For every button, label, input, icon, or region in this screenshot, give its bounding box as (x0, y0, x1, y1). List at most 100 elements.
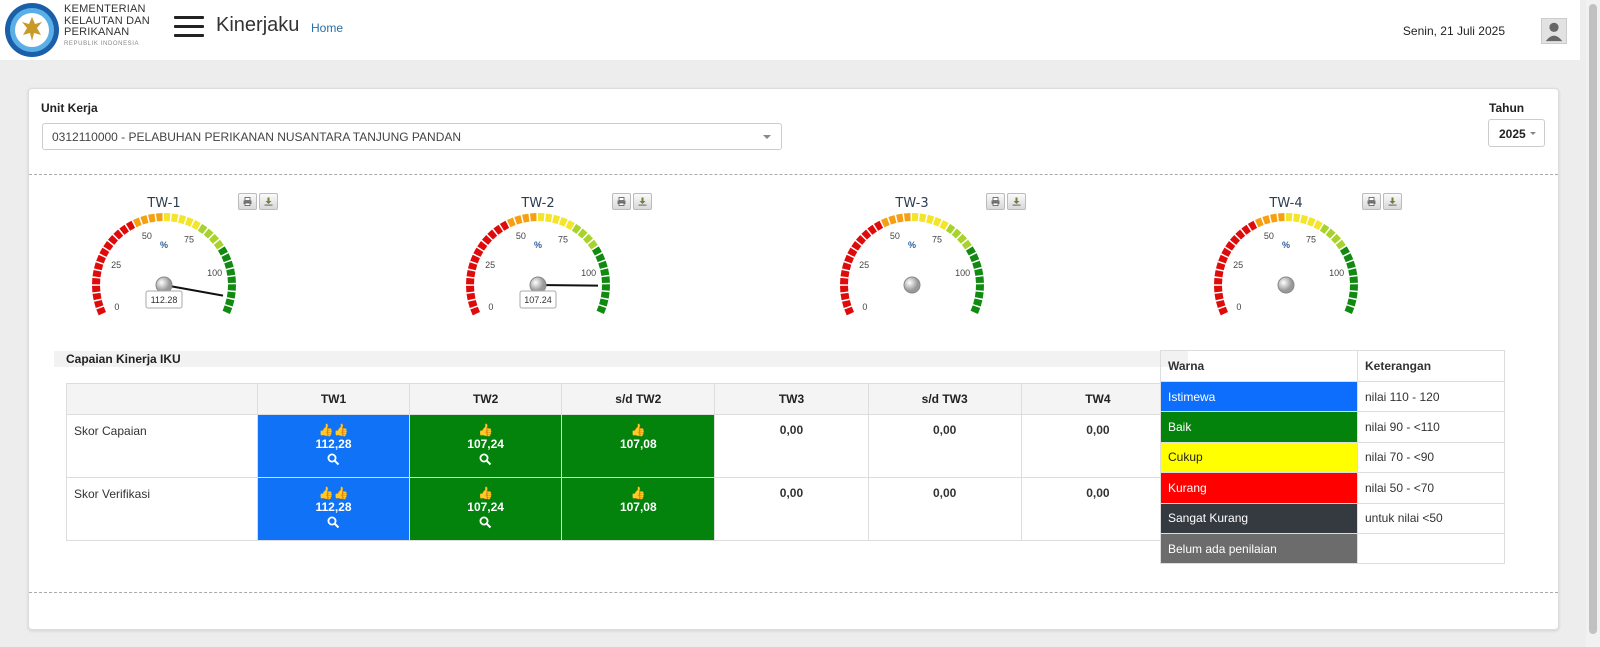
gauge-band-segment (961, 239, 972, 250)
gauge-band-segment (975, 284, 984, 291)
gauge-band-segment (1214, 285, 1223, 293)
legend-row: Sangat Kurang untuk nilai <50 (1160, 502, 1505, 534)
divider (29, 592, 1558, 593)
gauge-band-segment (840, 269, 850, 278)
gauge-tick-label: 0 (488, 302, 493, 312)
print-button[interactable] (1362, 193, 1381, 210)
legend-header-keterangan: Keterangan (1357, 350, 1505, 382)
gauge-band-segment (1348, 268, 1358, 276)
thumbs-up-icon: 👍 (630, 486, 646, 500)
gauge-tick-label: 25 (485, 260, 495, 270)
org-line-1: KEMENTERIAN (64, 3, 146, 15)
gauge-unit-label: % (908, 240, 916, 250)
org-line-3: PERIKANAN (64, 26, 130, 38)
gauge-band-segment (559, 216, 568, 227)
gauge-unit-label: % (534, 240, 542, 250)
score-value: 112,28 (315, 437, 352, 451)
gauge-tick-label: 50 (142, 231, 152, 241)
gauge-band-segment (125, 220, 136, 231)
score-value: 0,00 (932, 486, 957, 500)
gauge-band-segment (1270, 213, 1278, 223)
iku-column-header: s/d TW3 (867, 383, 1022, 415)
gauge-band-segment (487, 229, 498, 240)
gauge-band-segment (506, 217, 516, 228)
search-icon[interactable] (479, 453, 492, 466)
download-button[interactable] (1383, 193, 1402, 210)
gauge-band-segment (224, 260, 234, 269)
user-avatar-icon[interactable] (1541, 18, 1567, 44)
gauge-band-segment (1344, 305, 1355, 314)
current-date: Senin, 21 Juli 2025 (1402, 24, 1505, 38)
gauge-band-segment (600, 291, 610, 299)
legend-color-label: Istimewa (1160, 380, 1358, 413)
gauge-value-box (145, 290, 183, 309)
gauge-band-segment (93, 299, 104, 308)
gauge-band-segment (841, 262, 852, 271)
gauge-band-segment (957, 233, 968, 244)
gauge-band-segment (470, 254, 480, 264)
print-button[interactable] (238, 193, 257, 210)
gauge-band-segment (92, 269, 102, 278)
search-icon[interactable] (479, 516, 492, 529)
gauge-band-segment (226, 268, 236, 276)
gauge-band-segment (1215, 299, 1226, 308)
legend-description: untuk nilai <50 (1357, 502, 1505, 534)
gauge-tw-4: TW-4 0 25 50 75 100% (1191, 193, 1441, 323)
search-icon[interactable] (327, 516, 340, 529)
gauge-value-label: 112.28 (151, 295, 178, 305)
gauge-tw-2: TW-2 0 25 50 75 100% 107.24 (443, 193, 693, 323)
score-value: 0,00 (779, 423, 804, 437)
legend-row: Istimewa nilai 110 - 120 (1160, 380, 1505, 413)
search-icon[interactable] (327, 453, 340, 466)
tahun-select[interactable]: 2025 (1488, 119, 1545, 147)
gauge-band-segment (221, 253, 232, 263)
iku-column-header: TW4 (1020, 383, 1176, 415)
score-cell: 0,00 (1020, 477, 1176, 541)
gauge-band-segment (467, 299, 478, 308)
unit-kerja-select[interactable]: 0312110000 - PELABUHAN PERIKANAN NUSANTA… (42, 123, 782, 150)
gauge-band-segment (974, 268, 984, 276)
gauge-tick-label: 50 (890, 231, 900, 241)
gauge-band-segment (213, 239, 224, 250)
legend-row: Belum ada penilaian (1160, 532, 1505, 565)
gauge-band-segment (197, 223, 208, 234)
org-subtitle: REPUBLIK INDONESIA (64, 40, 140, 47)
download-icon (264, 197, 273, 206)
gauge-band-segment (1254, 217, 1264, 228)
thumbs-up-icon: 👍👍 (318, 423, 349, 437)
download-button[interactable] (1007, 193, 1026, 210)
top-navbar: KEMENTERIAN KELAUTAN DAN PERIKANAN REPUB… (0, 0, 1580, 60)
print-button[interactable] (612, 193, 631, 210)
gauge-tw-3: TW-3 0 25 50 75 100% (817, 193, 1067, 323)
download-button[interactable] (259, 193, 278, 210)
gauge-band-segment (1225, 241, 1236, 251)
gauge-band-segment (522, 213, 530, 223)
gauge-band-segment (844, 254, 854, 264)
score-cell: 👍👍 112,28 (256, 477, 411, 541)
scrollbar-thumb[interactable] (1589, 4, 1597, 634)
gauge-band-segment (601, 276, 610, 283)
gauge-band-segment (855, 234, 866, 245)
menu-toggle-icon[interactable] (174, 16, 204, 38)
gauge-band-segment (514, 215, 523, 225)
gauge-tick-label: 50 (516, 231, 526, 241)
thumbs-up-icon: 👍👍 (318, 486, 349, 500)
kkp-logo (5, 3, 59, 57)
gauge-band-segment (867, 224, 877, 235)
chevron-down-icon (763, 135, 771, 139)
row-label: Skor Capaian (66, 414, 258, 478)
print-button[interactable] (986, 193, 1005, 210)
page-scrollbar[interactable] (1586, 0, 1600, 647)
gauge-band-segment (1307, 216, 1316, 227)
home-link[interactable]: Home (311, 21, 344, 35)
legend-header-row: Warna Keterangan (1160, 350, 1505, 382)
download-button[interactable] (633, 193, 652, 210)
gauge-band-segment (1331, 233, 1342, 244)
gauge-band-segment (1346, 260, 1356, 269)
gauge-band-segment (99, 247, 110, 257)
gauge-tick-label: 75 (1306, 234, 1316, 244)
gauge-band-segment (1339, 246, 1350, 256)
gauge-band-segment (939, 220, 949, 230)
gauge-band-segment (1214, 277, 1223, 285)
score-value: 107,24 (467, 437, 504, 451)
